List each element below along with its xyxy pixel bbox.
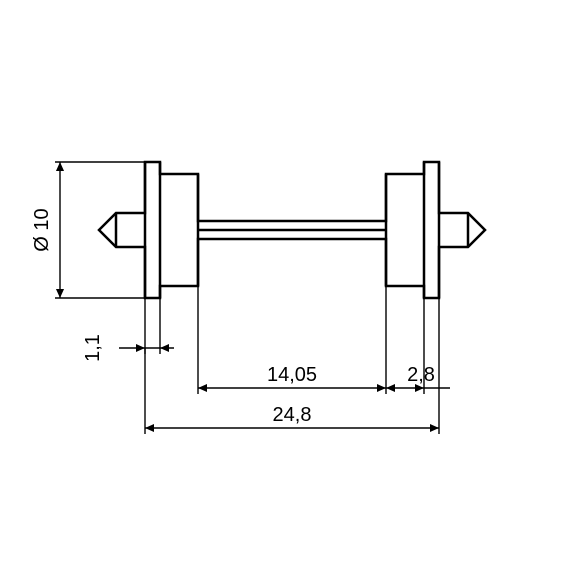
dim-label-overall: 24,8	[273, 404, 312, 426]
dim-arrow	[430, 424, 439, 432]
dim-arrow	[377, 384, 386, 392]
dim-label-tread: 2,8	[407, 364, 435, 386]
dim-arrow	[386, 384, 395, 392]
dim-arrow	[136, 344, 145, 352]
dim-label-diameter: Ø 10	[31, 208, 53, 251]
dim-arrow	[160, 344, 169, 352]
dim-label-b2b: 14,05	[267, 364, 317, 386]
dim-label-flange: 1,1	[82, 334, 104, 362]
dim-arrow	[56, 289, 64, 298]
dim-arrow	[56, 162, 64, 171]
dim-arrow	[145, 424, 154, 432]
dim-arrow	[198, 384, 207, 392]
